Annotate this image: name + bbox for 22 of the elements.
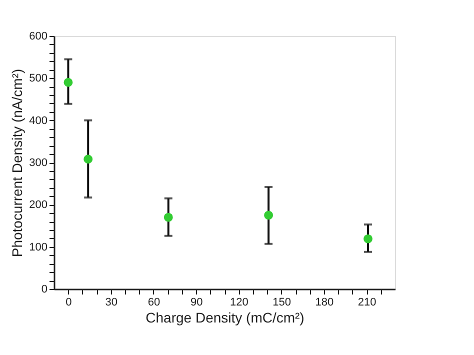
y-tick-label: 500	[29, 72, 48, 85]
x-tick-label: 90	[190, 296, 203, 308]
y-tick-label: 600	[29, 30, 48, 42]
x-tick-label: 210	[358, 296, 376, 308]
point	[364, 234, 372, 244]
y-tick-label: 200	[29, 199, 48, 212]
x-tick-label: 180	[315, 296, 334, 308]
point	[264, 210, 274, 220]
x-tick-label: 30	[105, 296, 118, 308]
y-tick-label: 400	[29, 114, 48, 127]
point	[64, 78, 73, 87]
x-tick-label: 0	[66, 296, 72, 308]
x-tick-label: 150	[272, 296, 292, 308]
x-tick-label: 60	[148, 296, 160, 308]
x-tick-label: 120	[230, 296, 248, 308]
point	[164, 212, 173, 222]
x-axis-title: Charge Density (mC/cm²)	[146, 310, 304, 326]
y-tick-label: 100	[29, 241, 48, 254]
point	[84, 154, 93, 164]
y-tick-label: 300	[29, 157, 48, 169]
y-axis-title: Photocurrent Density (nA/cm²)	[9, 68, 26, 258]
y-tick-label: 0	[41, 284, 48, 296]
